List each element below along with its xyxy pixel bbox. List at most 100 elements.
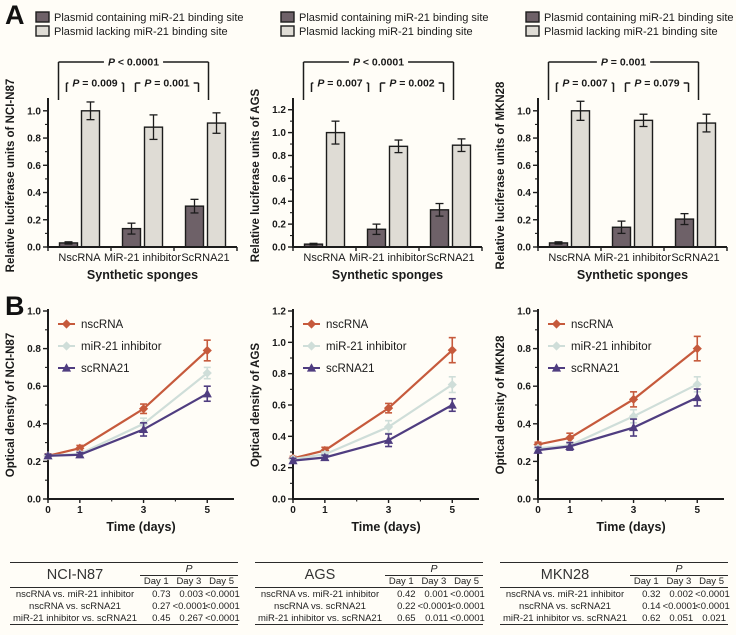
svg-text:Optical density of NCI-N87: Optical density of NCI-N87 bbox=[5, 333, 17, 477]
svg-text:0.0: 0.0 bbox=[27, 243, 41, 254]
table-row: nscRNA vs. miR-21 inhibitor 0.42 0.001 <0.0… bbox=[255, 588, 485, 601]
p-value: 0.051 bbox=[662, 612, 696, 625]
p-value: 0.27 bbox=[152, 600, 171, 612]
svg-text:0: 0 bbox=[45, 505, 51, 516]
table-row: nscRNA vs. scRNA21 0.22 <0.0001 <0.0001 bbox=[255, 600, 485, 612]
svg-text:Time (days): Time (days) bbox=[596, 520, 665, 534]
svg-text:miR-21 inhibitor: miR-21 inhibitor bbox=[81, 341, 162, 353]
svg-text:0.8: 0.8 bbox=[27, 134, 41, 145]
p-table-mkn28: MKN28 P Day 1 Day 3 Day 5 nscRNA vs. miR-21 i… bbox=[490, 554, 735, 625]
svg-text:0.4: 0.4 bbox=[272, 197, 286, 208]
svg-text:Relative luciferase units of M: Relative luciferase units of MKN28 bbox=[495, 81, 507, 269]
svg-text:1.0: 1.0 bbox=[272, 338, 286, 349]
panel-a-row: Plasmid containing miR-21 binding site Pl… bbox=[0, 0, 736, 297]
svg-text:Optical density of AGS: Optical density of AGS bbox=[250, 343, 262, 468]
svg-text:MiR-21 inhibitor: MiR-21 inhibitor bbox=[104, 252, 181, 264]
svg-text:miR-21 inhibitor: miR-21 inhibitor bbox=[571, 341, 652, 353]
p-value: <0.0001 bbox=[662, 600, 698, 612]
comparison-label: miR-21 inhibitor vs. scRNA21 bbox=[500, 612, 630, 625]
svg-text:1: 1 bbox=[77, 505, 83, 516]
table-row: miR-21 inhibitor vs. scRNA21 0.45 0.267 <0.… bbox=[10, 612, 240, 625]
cell-line-name: NCI-N87 bbox=[10, 562, 140, 588]
luciferase-bar-chart-nci-n87: Plasmid containing miR-21 binding site Pl… bbox=[5, 11, 244, 282]
day-header: Day 1 bbox=[629, 575, 663, 588]
svg-text:3: 3 bbox=[386, 505, 392, 516]
p-value-tables-row: NCI-N87 P Day 1 Day 3 Day 5 nscRNA vs. miR-21… bbox=[0, 554, 736, 625]
panel-b-row: 0.0 0.2 0.4 0.6 0.8 1.0 0 1 3 5 Time (days) Optical… bbox=[0, 297, 736, 554]
svg-text:P = 0.007: P = 0.007 bbox=[317, 78, 362, 90]
svg-text:5: 5 bbox=[204, 505, 210, 516]
svg-text:Optical density of MKN28: Optical density of MKN28 bbox=[495, 335, 507, 474]
svg-text:0.6: 0.6 bbox=[27, 382, 41, 393]
svg-text:Synthetic sponges: Synthetic sponges bbox=[87, 268, 198, 282]
svg-text:0.6: 0.6 bbox=[517, 382, 531, 393]
comparison-label: nscRNA vs. miR-21 inhibitor bbox=[260, 588, 380, 600]
p-value: 0.003 bbox=[179, 588, 204, 600]
svg-text:0.6: 0.6 bbox=[517, 161, 531, 172]
p-value: 0.45 bbox=[139, 612, 173, 625]
p-value: 0.22 bbox=[397, 600, 416, 612]
svg-text:P = 0.001: P = 0.001 bbox=[601, 57, 646, 69]
luciferase-bar-chart-ags: Plasmid containing miR-21 binding site Pl… bbox=[250, 11, 489, 282]
p-value: 0.002 bbox=[669, 588, 694, 600]
svg-text:1: 1 bbox=[322, 505, 328, 516]
svg-text:Time (days): Time (days) bbox=[106, 520, 175, 534]
p-value: <0.0001 bbox=[205, 600, 240, 612]
svg-text:Plasmid containing miR-21 bind: Plasmid containing miR-21 binding site bbox=[54, 12, 244, 24]
svg-text:0.2: 0.2 bbox=[27, 457, 41, 468]
table-row: nscRNA vs. miR-21 inhibitor 0.73 0.003 <0.0… bbox=[10, 588, 240, 601]
svg-text:0.8: 0.8 bbox=[517, 344, 531, 355]
p-value: 0.42 bbox=[397, 588, 416, 600]
comparison-label: nscRNA vs. miR-21 inhibitor bbox=[15, 588, 135, 600]
svg-text:0.6: 0.6 bbox=[272, 401, 286, 412]
svg-text:P = 0.079: P = 0.079 bbox=[634, 78, 679, 90]
svg-text:1.0: 1.0 bbox=[517, 106, 531, 117]
growth-line-chart-nci-n87: 0.0 0.2 0.4 0.6 0.8 1.0 0 1 3 5 Time (days) Optical… bbox=[5, 307, 234, 534]
table-row: miR-21 inhibitor vs. scRNA21 0.65 0.011 <0.… bbox=[255, 612, 485, 625]
day-header: Day 3 bbox=[417, 575, 451, 588]
svg-text:Plasmid lacking miR-21 binding: Plasmid lacking miR-21 binding site bbox=[544, 26, 718, 38]
svg-text:NscRNA: NscRNA bbox=[303, 252, 346, 264]
panel-b-label: B bbox=[5, 291, 25, 321]
day-header: Day 1 bbox=[139, 575, 173, 588]
comparison-label: nscRNA vs. scRNA21 bbox=[274, 600, 366, 612]
svg-text:ScRNA21: ScRNA21 bbox=[181, 252, 229, 264]
svg-text:P < 0.0001: P < 0.0001 bbox=[108, 57, 159, 69]
svg-text:0.0: 0.0 bbox=[272, 495, 286, 506]
svg-text:0: 0 bbox=[535, 505, 541, 516]
p-value: <0.0001 bbox=[205, 588, 240, 600]
svg-text:0.2: 0.2 bbox=[27, 215, 41, 226]
svg-text:1.0: 1.0 bbox=[517, 307, 531, 318]
svg-text:1: 1 bbox=[567, 505, 573, 516]
svg-text:0.4: 0.4 bbox=[517, 419, 531, 430]
svg-text:NscRNA: NscRNA bbox=[548, 252, 591, 264]
svg-text:1.0: 1.0 bbox=[27, 307, 41, 318]
svg-text:0.0: 0.0 bbox=[517, 243, 531, 254]
comparison-label: nscRNA vs. scRNA21 bbox=[29, 600, 121, 612]
p-value: <0.0001 bbox=[417, 600, 453, 612]
comparison-label: nscRNA vs. miR-21 inhibitor bbox=[505, 588, 625, 600]
table-row: nscRNA vs. miR-21 inhibitor 0.32 0.002 <0.0… bbox=[500, 588, 730, 601]
p-value: <0.0001 bbox=[205, 612, 240, 625]
panel-a-label: A bbox=[5, 0, 25, 30]
svg-text:0.6: 0.6 bbox=[27, 161, 41, 172]
comparison-label: miR-21 inhibitor vs. scRNA21 bbox=[255, 612, 385, 625]
svg-text:0.8: 0.8 bbox=[517, 134, 531, 145]
day-header: Day 5 bbox=[205, 575, 238, 588]
svg-text:Plasmid containing miR-21 bind: Plasmid containing miR-21 binding site bbox=[299, 12, 489, 24]
day-header: Day 1 bbox=[384, 575, 418, 588]
svg-text:5: 5 bbox=[449, 505, 455, 516]
svg-text:ScRNA21: ScRNA21 bbox=[426, 252, 474, 264]
svg-text:Plasmid containing miR-21 bind: Plasmid containing miR-21 binding site bbox=[544, 12, 734, 24]
svg-text:MiR-21 inhibitor: MiR-21 inhibitor bbox=[349, 252, 426, 264]
svg-text:MiR-21 inhibitor: MiR-21 inhibitor bbox=[594, 252, 671, 264]
svg-text:Relative luciferase units of A: Relative luciferase units of AGS bbox=[250, 88, 262, 262]
svg-text:1.2: 1.2 bbox=[272, 105, 286, 116]
svg-text:0.8: 0.8 bbox=[272, 151, 286, 162]
p-value: <0.0001 bbox=[172, 600, 208, 612]
svg-text:0.8: 0.8 bbox=[27, 344, 41, 355]
cell-line-name: MKN28 bbox=[500, 562, 630, 588]
p-table-ags: AGS P Day 1 Day 3 Day 5 nscRNA vs. miR-21 inh… bbox=[245, 554, 490, 625]
svg-text:0.0: 0.0 bbox=[27, 495, 41, 506]
